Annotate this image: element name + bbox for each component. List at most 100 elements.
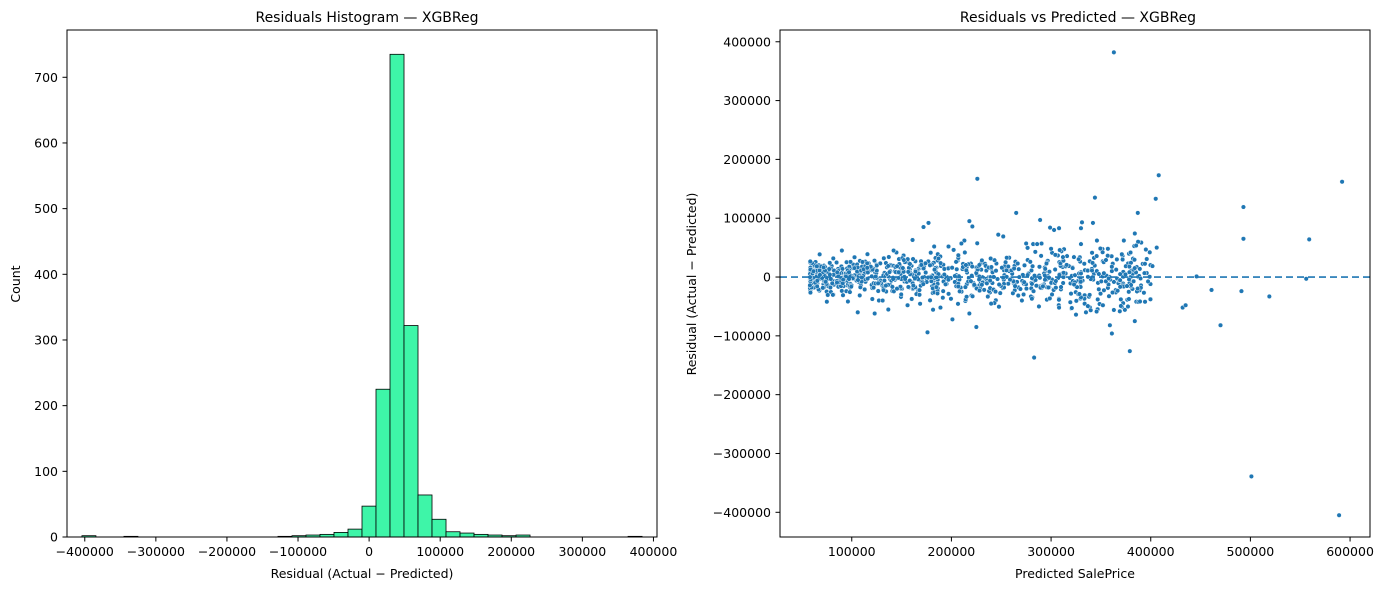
scatter-point [954, 266, 960, 272]
scatter-point [1005, 263, 1011, 270]
scatter-axes-frame [779, 29, 1371, 538]
scatter-point [1042, 277, 1048, 283]
scatter-point [923, 270, 929, 276]
histogram-x-tick-label: 100000 [416, 544, 464, 559]
scatter-point [1101, 287, 1107, 293]
scatter-point [992, 289, 999, 295]
scatter-point [941, 272, 947, 278]
scatter-point [1105, 253, 1111, 259]
scatter-point [920, 224, 927, 230]
scatter-point [1126, 264, 1132, 270]
scatter-point [827, 260, 833, 266]
histogram-bar [389, 53, 405, 538]
scatter-point [969, 223, 975, 229]
scatter-point [898, 291, 904, 297]
scatter-point [918, 262, 924, 268]
scatter-point [1141, 290, 1147, 296]
scatter-point [1068, 291, 1074, 297]
scatter-point [968, 278, 974, 284]
scatter-point [997, 290, 1003, 296]
scatter-point [927, 262, 933, 268]
scatter-point [1142, 299, 1148, 305]
scatter-point [936, 256, 942, 262]
scatter-point [1137, 298, 1143, 305]
scatter-point [864, 260, 870, 266]
scatter-point [1096, 286, 1102, 292]
histogram-x-tick-label: 400000 [630, 544, 678, 559]
scatter-x-tick-label: 400000 [1127, 544, 1175, 559]
scatter-point [934, 290, 941, 296]
scatter-point [1073, 298, 1079, 304]
scatter-point [985, 294, 991, 300]
scatter-point [1010, 290, 1016, 296]
scatter-point [881, 277, 887, 284]
scatter-point [1029, 281, 1035, 287]
histogram-bar [375, 388, 391, 538]
scatter-point [924, 329, 931, 335]
scatter-point [823, 279, 829, 285]
scatter-point [1083, 309, 1089, 315]
scatter-point [1021, 291, 1027, 298]
scatter-point [966, 218, 972, 224]
scatter-point [973, 324, 979, 330]
scatter-point [1092, 195, 1098, 201]
scatter-point [952, 273, 958, 279]
scatter-point [940, 288, 946, 294]
scatter-x-tick-label: 600000 [1326, 544, 1374, 559]
scatter-point [840, 277, 846, 283]
scatter-point [1240, 236, 1246, 242]
scatter-point [1100, 249, 1106, 255]
scatter-point [917, 301, 923, 307]
histogram-bar [431, 518, 447, 538]
scatter-point [1156, 172, 1162, 178]
scatter-point [1015, 260, 1021, 267]
scatter-point [1070, 265, 1076, 271]
scatter-point [1045, 284, 1051, 291]
scatter-point [976, 276, 982, 283]
scatter-point [851, 254, 858, 260]
scatter-point [1154, 245, 1160, 251]
scatter-point [1003, 259, 1009, 265]
scatter-point [1240, 204, 1246, 210]
scatter-point [1117, 308, 1123, 314]
scatter-point [881, 255, 887, 261]
scatter-point [1238, 288, 1244, 294]
histogram-y-ticks: 0 100 200 300 400 500 600 700 [34, 70, 67, 545]
scatter-y-tick-label: 0 [763, 270, 771, 285]
scatter-point [1038, 253, 1044, 259]
scatter-point [847, 289, 853, 295]
scatter-point [864, 265, 870, 271]
scatter-point [1109, 268, 1115, 274]
scatter-y-tick-label: 300000 [723, 93, 771, 108]
scatter-point [817, 251, 823, 257]
scatter-point [895, 275, 902, 281]
scatter-point [1013, 210, 1019, 216]
scatter-point [810, 268, 817, 274]
scatter-y-tick-label: −400000 [713, 505, 771, 520]
histogram-chart: Residuals Histogram — XGBReg −400000 −300… [8, 10, 677, 581]
histogram-y-tick-label: 0 [50, 530, 58, 545]
histogram-bar [459, 532, 475, 538]
scatter-point [1107, 322, 1113, 328]
scatter-point [987, 278, 993, 284]
histogram-axes-frame [66, 29, 658, 538]
scatter-point [988, 255, 994, 262]
scatter-point [1118, 296, 1124, 302]
scatter-point [1033, 283, 1039, 289]
scatter-point [1143, 246, 1149, 253]
scatter-point [946, 291, 952, 297]
scatter-point [925, 220, 932, 226]
scatter-point [1027, 259, 1033, 265]
scatter-point [845, 298, 851, 305]
scatter-point [825, 292, 831, 298]
histogram-y-tick-label: 600 [34, 135, 58, 150]
scatter-point [1111, 279, 1117, 285]
scatter-point [916, 287, 922, 293]
histogram-x-tick-label: −200000 [198, 544, 256, 559]
scatter-point [889, 284, 895, 290]
scatter-point [1078, 279, 1084, 285]
scatter-point [1071, 281, 1077, 288]
scatter-point [1048, 246, 1054, 252]
scatter-point [1132, 265, 1138, 271]
scatter-point [1090, 220, 1096, 226]
